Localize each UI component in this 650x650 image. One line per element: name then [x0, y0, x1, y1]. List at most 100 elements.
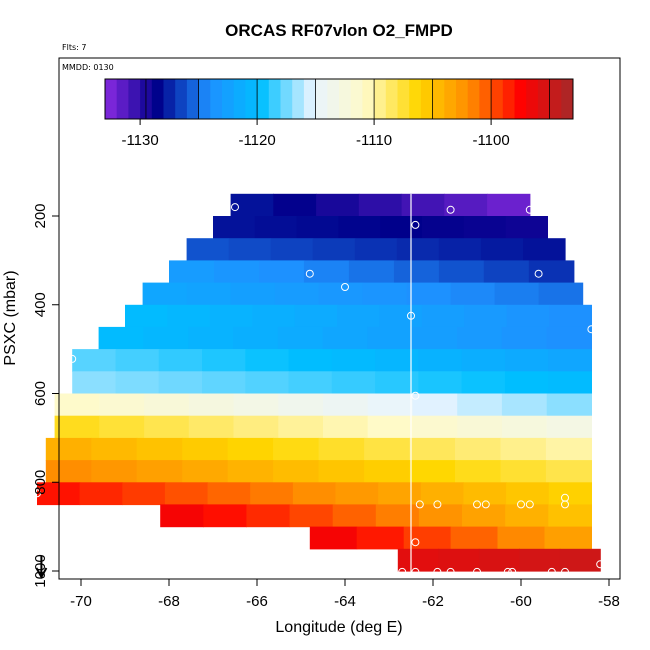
heatmap-cell: [375, 349, 419, 372]
heatmap-cell: [438, 548, 480, 572]
heatmap-cell: [227, 437, 274, 461]
data-point: [305, 269, 314, 278]
heatmap-cell: [91, 437, 138, 461]
heatmap-cell: [136, 460, 183, 483]
colorbar-tick-label: -1120: [238, 132, 275, 149]
colorbar-segment: [385, 79, 398, 119]
heatmap-cell: [278, 393, 324, 417]
heatmap-cell: [318, 460, 365, 483]
heatmap-cell: [186, 282, 232, 306]
heatmap-cell: [318, 437, 365, 461]
bottom-arrow-icon: [35, 556, 48, 580]
colorbar-segment: [444, 79, 457, 119]
heatmap-cell: [378, 482, 422, 506]
heatmap-cell: [245, 371, 290, 395]
data-point: [231, 203, 239, 212]
heatmap-cell: [497, 526, 545, 550]
heatmap-cell: [322, 326, 368, 350]
colorbar-segment: [292, 79, 305, 119]
colorbar-segment: [491, 79, 504, 119]
heatmap-cell: [450, 282, 496, 306]
x-axis-label: Longitude (deg E): [275, 619, 402, 636]
heatmap-cell: [545, 437, 592, 461]
heatmap-cell: [79, 482, 123, 506]
colorbar-segment: [456, 79, 469, 119]
heatmap-cell: [202, 349, 246, 372]
data-point: [446, 567, 455, 576]
heatmap-cell: [45, 460, 92, 483]
heatmap-cell: [186, 238, 230, 261]
colorbar-tick-label: -1100: [472, 132, 509, 149]
x-tick-label: -64: [334, 593, 356, 610]
date-note: MMDD: 0130: [62, 63, 114, 72]
x-tick-label: -62: [422, 593, 444, 610]
colorbar-segment: [549, 79, 562, 119]
colorbar-segment: [268, 79, 281, 119]
heatmap-cell: [546, 415, 592, 439]
heatmap-cell: [546, 393, 592, 417]
colorbar-segment: [280, 79, 293, 119]
colorbar-tick-label: -1130: [121, 132, 158, 149]
colorbar-segment: [339, 79, 352, 119]
heatmap-cell: [160, 504, 204, 528]
heatmap-cell: [188, 393, 235, 417]
heatmap-cell: [288, 349, 333, 372]
heatmap-cell: [209, 304, 253, 328]
heatmap-cell: [331, 349, 376, 372]
colorbar-segment: [561, 79, 574, 119]
data-point: [508, 567, 517, 576]
heatmap-cell: [506, 304, 550, 328]
heatmap-layer: [37, 193, 601, 572]
heatmap-cell: [500, 437, 547, 461]
heatmap-cell: [188, 415, 235, 439]
colorbar-segment: [245, 79, 258, 119]
heatmap-cell: [483, 260, 530, 284]
colorbar-segment: [350, 79, 363, 119]
heatmap-cell: [309, 526, 358, 550]
points-layer: [33, 203, 605, 576]
heatmap-cell: [182, 437, 229, 461]
heatmap-cell: [418, 504, 463, 528]
heatmap-cell: [144, 415, 190, 439]
heatmap-cell: [367, 393, 413, 417]
colorbar-segment: [537, 79, 551, 119]
heatmap-cell: [364, 460, 411, 483]
heatmap-cell: [312, 238, 356, 261]
heatmap-cell: [546, 326, 592, 350]
data-point: [547, 567, 556, 576]
heatmap-cell: [332, 504, 377, 528]
heatmap-cell: [143, 326, 189, 350]
colorbar-tick-label: -1110: [356, 132, 392, 149]
heatmap-cell: [403, 526, 452, 550]
heatmap-cell: [523, 238, 566, 261]
heatmap-cell: [277, 326, 324, 350]
heatmap-cell: [294, 304, 338, 328]
heatmap-cell: [418, 349, 463, 372]
x-tick-label: -60: [510, 593, 532, 610]
heatmap-cell: [354, 238, 398, 261]
heatmap-cell: [396, 238, 440, 261]
colorbar-segment: [409, 79, 422, 119]
heatmap-cell: [289, 504, 334, 528]
heatmap-cell: [273, 460, 320, 483]
y-tick-label: 200: [32, 203, 49, 228]
y-axis-label: PSXC (mbar): [2, 270, 19, 365]
data-point: [525, 205, 534, 214]
heatmap-cell: [318, 282, 364, 306]
data-point: [481, 500, 490, 509]
heatmap-cell: [335, 482, 379, 506]
x-tick-label: -70: [70, 593, 92, 610]
heatmap-cell: [380, 216, 423, 239]
heatmap-cell: [375, 504, 420, 528]
heatmap-cell: [227, 460, 274, 483]
data-point: [411, 391, 420, 400]
colorbar-segment: [432, 79, 445, 119]
heatmap-cell: [367, 415, 413, 439]
heatmap-cell: [455, 460, 502, 483]
heatmap-cell: [98, 326, 144, 350]
data-point: [534, 269, 543, 278]
heatmap-cell: [323, 393, 369, 417]
heatmap-cell: [233, 326, 279, 350]
heatmap-cell: [548, 349, 592, 372]
